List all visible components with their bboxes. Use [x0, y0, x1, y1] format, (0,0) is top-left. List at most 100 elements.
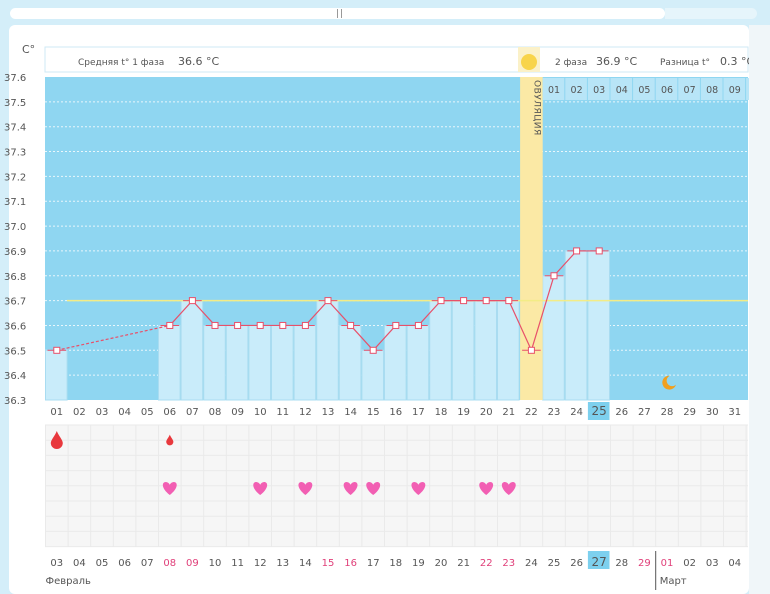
- temperature-point: [460, 297, 468, 305]
- temperature-line-segment: [372, 325, 397, 351]
- temperature-bar: [180, 300, 204, 401]
- menstruation-drop-icon: [166, 434, 174, 446]
- temperature-bar: [158, 324, 181, 401]
- cycle-day-label: 24: [570, 407, 583, 418]
- calendar-date: 04: [728, 558, 741, 569]
- y-tick-label: 37.3: [4, 148, 26, 159]
- temperature-point: [437, 297, 445, 305]
- calendar-date: 13: [276, 558, 289, 569]
- temperature-bar: [587, 250, 611, 401]
- month-label: Март: [660, 576, 687, 587]
- calendar-date: 06: [118, 558, 131, 569]
- phase2-day-cell: [723, 78, 746, 100]
- temperature-line-segment: [191, 300, 216, 326]
- cycle-day-label: 26: [615, 407, 628, 418]
- scrollbar-grip-icon[interactable]: [337, 9, 342, 18]
- calendar-date: 23: [502, 558, 515, 569]
- temperature-line-segment: [304, 300, 329, 326]
- cycle-day-label: 25: [592, 404, 607, 418]
- heart-icon: [366, 482, 381, 495]
- cycle-day-label: 17: [412, 407, 425, 418]
- calendar-date: 03: [706, 558, 719, 569]
- heart-icon: [162, 482, 177, 495]
- temperature-line-segment: [327, 300, 352, 326]
- temperature-point: [505, 297, 513, 305]
- phase2-day-label: 07: [684, 85, 696, 96]
- temperature-point: [256, 321, 264, 329]
- calendar-date: 16: [344, 558, 357, 569]
- temperature-point: [392, 321, 400, 329]
- cycle-day-label: 03: [96, 407, 109, 418]
- calendar-date: 04: [73, 558, 86, 569]
- phase2-day-cell: [700, 78, 723, 100]
- calendar-date: 08: [163, 558, 176, 569]
- temperature-point: [347, 321, 355, 329]
- cycle-day-label: 29: [683, 407, 696, 418]
- phase2-day-cell: [610, 78, 633, 100]
- phase2-day-cell: [633, 78, 655, 100]
- temperature-bar: [384, 324, 407, 401]
- scrollbar-track[interactable]: [665, 8, 757, 19]
- calendar-date: 10: [209, 558, 222, 569]
- cycle-day-label: 13: [322, 407, 335, 418]
- temperature-point: [188, 297, 196, 305]
- calendar-date: 03: [50, 558, 63, 569]
- temperature-bar: [225, 324, 249, 401]
- phase2-day-label: 09: [729, 85, 741, 96]
- temperature-point: [369, 346, 377, 354]
- calendar-date: 19: [412, 558, 425, 569]
- cycle-day-label: 10: [254, 407, 267, 418]
- cycle-day-label: 20: [480, 407, 493, 418]
- phase2-day-label: 06: [661, 85, 673, 96]
- temperature-line-segment: [417, 300, 442, 326]
- phase2-day-cell: [678, 78, 700, 100]
- temperature-point: [324, 297, 332, 305]
- cycle-day-label: 27: [638, 407, 651, 418]
- heart-icon: [298, 482, 313, 495]
- heart-icon: [411, 482, 426, 495]
- cycle-day-label: 31: [728, 407, 741, 418]
- y-tick-label: 36.8: [4, 272, 26, 283]
- cycle-day-label: 06: [163, 407, 176, 418]
- diff-value: 0.3 °C: [720, 55, 754, 68]
- cycle-day-label: 08: [209, 407, 222, 418]
- calendar-date: 20: [435, 558, 448, 569]
- temperature-bar: [338, 324, 362, 401]
- y-tick-label: 36.5: [4, 346, 26, 357]
- temperature-point: [550, 272, 558, 280]
- cycle-day-label: 18: [435, 407, 448, 418]
- temperature-point: [482, 297, 490, 305]
- y-tick-label: 37.6: [4, 73, 26, 84]
- cycle-day-label: 09: [231, 407, 244, 418]
- y-tick-label: 36.3: [4, 396, 26, 407]
- phase2-day-label: 05: [638, 85, 650, 96]
- temperature-bar: [45, 349, 68, 401]
- temperature-bar: [542, 275, 565, 401]
- diff-label: Разница t°: [660, 58, 710, 68]
- calendar-date: 02: [683, 558, 696, 569]
- temperature-line-segment: [553, 250, 578, 277]
- phase2-day-cell: [542, 78, 565, 100]
- temperature-bar: [429, 300, 452, 401]
- temperature-bar: [316, 300, 339, 401]
- temperature-point: [573, 247, 581, 255]
- phase-header: [44, 46, 749, 73]
- calendar-date: 21: [457, 558, 470, 569]
- cycle-day-label: 05: [141, 407, 154, 418]
- calendar-date: 22: [480, 558, 493, 569]
- calendar-date: 18: [389, 558, 402, 569]
- cycle-day-label: 01: [50, 407, 63, 418]
- cycle-day-label: 28: [661, 407, 674, 418]
- temperature-point: [595, 247, 603, 255]
- temperature-point: [234, 321, 242, 329]
- temperature-line-segment: [530, 275, 555, 351]
- calendar-date: 26: [570, 558, 583, 569]
- calendar-date: 15: [322, 558, 335, 569]
- calendar-date: 24: [525, 558, 538, 569]
- cycle-day-label: 30: [706, 407, 719, 418]
- y-unit: C°: [22, 43, 35, 56]
- cycle-day-label: 22: [525, 407, 538, 418]
- ovulation-label: ОВУЛЯЦИЯ: [531, 80, 541, 136]
- calendar-date: 01: [661, 558, 674, 569]
